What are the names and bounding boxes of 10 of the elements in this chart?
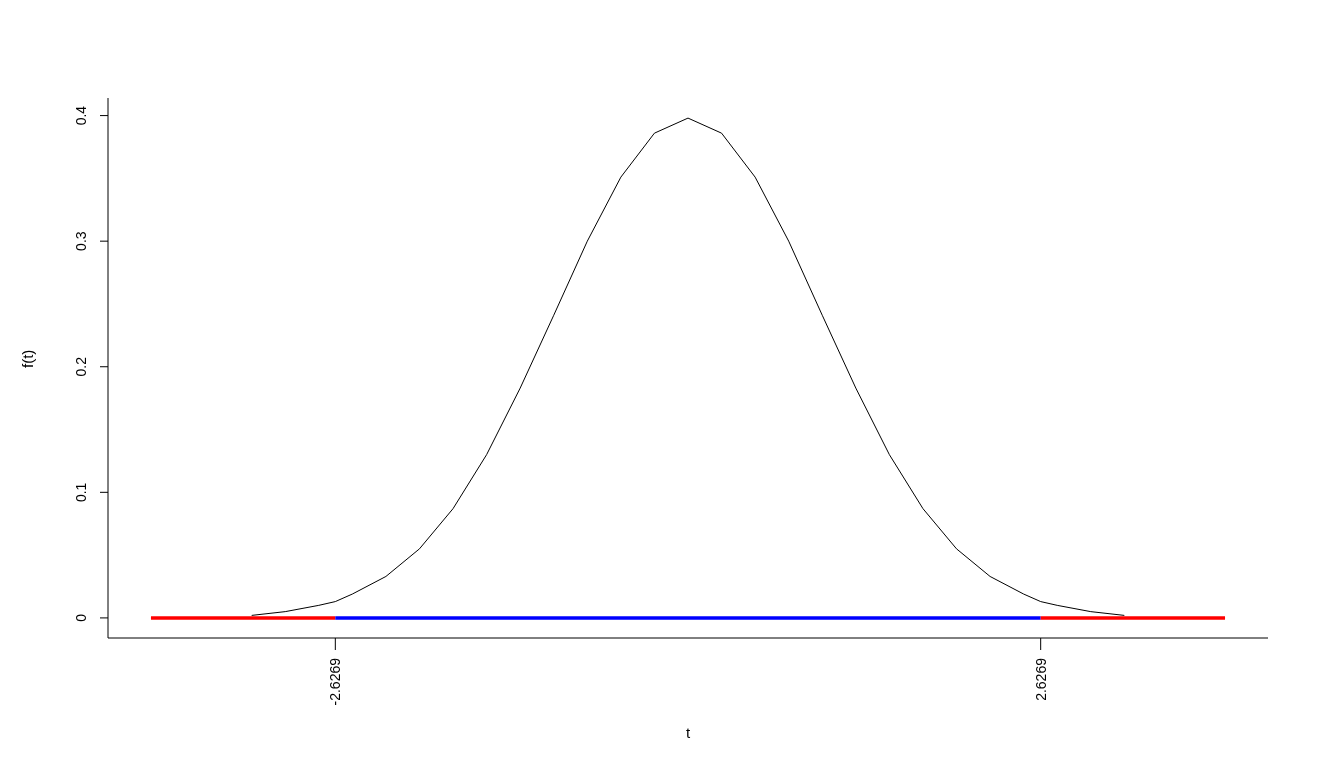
x-axis-title: t <box>685 724 691 741</box>
x-tick-label: 2.6269 <box>1032 657 1049 701</box>
y-tick-label: 0.1 <box>73 482 89 503</box>
y-tick-label: 0.3 <box>73 231 89 251</box>
y-tick-label: 0.4 <box>73 105 89 126</box>
y-tick-label: 0 <box>73 613 89 622</box>
x-tick-label: -2.6269 <box>327 657 344 706</box>
y-axis-title: f(t) <box>19 349 37 368</box>
y-tick-label: 0.2 <box>73 356 89 377</box>
line-series <box>251 117 1125 616</box>
